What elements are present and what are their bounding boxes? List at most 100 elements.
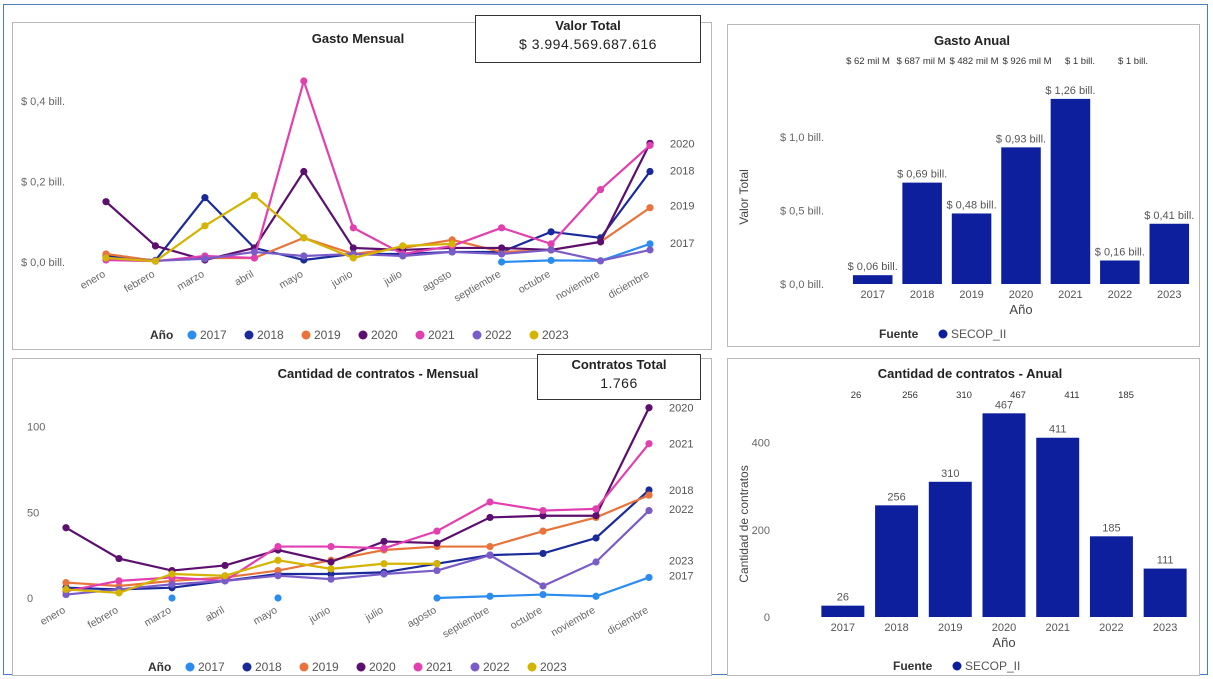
x-tick-label: febrero bbox=[122, 268, 157, 295]
y-axis-label: Valor Total bbox=[737, 169, 751, 225]
data-point-2021 bbox=[498, 224, 506, 232]
data-point-2022 bbox=[250, 248, 258, 256]
data-point-2017 bbox=[646, 240, 654, 248]
x-tick-label: septiembre bbox=[452, 268, 503, 304]
series-line-2022 bbox=[105, 248, 651, 262]
x-tick-label: abril bbox=[233, 268, 256, 288]
data-point-2022 bbox=[645, 506, 653, 515]
data-point-2023 bbox=[102, 254, 110, 262]
legend-item-2022: 2022 bbox=[483, 660, 510, 674]
bar-data-label: 256 bbox=[887, 491, 905, 503]
data-point-2018 bbox=[592, 534, 600, 542]
bar-data-label: $ 0,06 bill. bbox=[848, 261, 898, 273]
panel-contratos-anual: Cantidad de contratos - Anual 26 256 310 467… bbox=[727, 358, 1200, 676]
legend-title: Año bbox=[150, 328, 173, 342]
bar-data-label: 411 bbox=[1049, 424, 1067, 436]
series-line-2023 bbox=[105, 194, 453, 263]
data-point-2021 bbox=[349, 224, 357, 232]
bar-2023 bbox=[1143, 568, 1187, 617]
data-point-2019 bbox=[646, 204, 654, 212]
legend-item-2018: 2018 bbox=[257, 328, 284, 342]
legend-item-2019: 2019 bbox=[312, 660, 339, 674]
data-point-2021 bbox=[250, 254, 258, 262]
bar-2020 bbox=[982, 413, 1026, 617]
legend-item-2021: 2021 bbox=[426, 660, 453, 674]
bar-data-label: $ 0,41 bill. bbox=[1144, 210, 1194, 222]
bar-data-label: 26 bbox=[837, 592, 849, 604]
series-line-2018 bbox=[65, 489, 650, 591]
bar-data-label: $ 0,48 bill. bbox=[946, 199, 996, 211]
x-tick-label: enero bbox=[38, 604, 67, 628]
legend-item-2023: 2023 bbox=[542, 328, 569, 342]
series-line-2019 bbox=[65, 494, 650, 588]
top-total-label: $ 482 mil M bbox=[949, 56, 998, 67]
x-axis-label: Año bbox=[992, 635, 1015, 650]
data-point-2023 bbox=[300, 234, 308, 242]
x-tick-label: julio bbox=[362, 604, 385, 624]
y-tick-label: 200 bbox=[752, 525, 770, 537]
bar-data-label: 111 bbox=[1157, 555, 1174, 567]
legend-item: SECOP_II bbox=[965, 659, 1020, 673]
data-point-2019 bbox=[486, 542, 494, 551]
legend-marker-2021 bbox=[415, 330, 425, 340]
chart-contratos-mensual: Cantidad de contratos - Mensual 100 50 0 ene… bbox=[27, 366, 693, 674]
data-point-2020 bbox=[102, 198, 110, 206]
data-point-2018 bbox=[646, 167, 654, 176]
series-end-label: 2017 bbox=[669, 571, 693, 583]
legend-marker-2019 bbox=[301, 330, 311, 340]
series-end-label: 2020 bbox=[669, 403, 693, 415]
x-tick-label: noviembre bbox=[549, 604, 598, 639]
data-point-2023 bbox=[327, 565, 335, 573]
chart-title: Gasto Anual bbox=[934, 33, 1010, 48]
legend-marker-2018 bbox=[244, 330, 254, 340]
top-total-label: 467 bbox=[1010, 390, 1026, 401]
x-tick-label: 2020 bbox=[992, 622, 1016, 634]
data-point-2018 bbox=[547, 228, 555, 236]
data-point-2020 bbox=[592, 512, 600, 520]
bar-2021 bbox=[1036, 437, 1080, 617]
data-point-2018 bbox=[327, 570, 335, 578]
top-total-label: $ 1 bill. bbox=[1065, 56, 1095, 67]
data-point-2020 bbox=[539, 512, 547, 520]
x-tick-label: agosto bbox=[405, 604, 438, 630]
data-point-2017 bbox=[274, 594, 282, 602]
x-tick-label: noviembre bbox=[554, 268, 603, 303]
x-tick-label: agosto bbox=[420, 268, 453, 294]
data-point-2022 bbox=[274, 572, 282, 580]
kpi-contratos-total: Contratos Total 1.766 bbox=[537, 354, 701, 400]
data-point-2022 bbox=[592, 558, 600, 566]
x-tick-label: diciembre bbox=[606, 268, 652, 301]
data-point-2022 bbox=[221, 577, 229, 585]
bar-2018 bbox=[875, 505, 919, 617]
series-line-2020 bbox=[65, 407, 650, 572]
legend-title: Año bbox=[148, 660, 171, 674]
legend-marker-2018 bbox=[242, 662, 252, 672]
bar-2018 bbox=[902, 182, 942, 284]
top-total-label: 310 bbox=[956, 390, 972, 401]
data-point-2023 bbox=[201, 222, 209, 230]
legend-marker-2020 bbox=[358, 330, 368, 340]
data-point-2022 bbox=[380, 570, 388, 578]
x-tick-label: febrero bbox=[86, 604, 121, 631]
legend-marker-2022 bbox=[472, 330, 482, 340]
series-line-2017 bbox=[501, 242, 651, 264]
y-tick-label: $ 1,0 bill. bbox=[780, 132, 824, 144]
series-end-label: 2018 bbox=[670, 165, 694, 177]
x-tick-label: 2019 bbox=[959, 289, 983, 301]
series-line-2020 bbox=[105, 142, 651, 262]
legend-item-2020: 2020 bbox=[371, 328, 398, 342]
legend-item-2021: 2021 bbox=[428, 328, 455, 342]
legend-marker-2023 bbox=[527, 662, 537, 672]
y-tick-label: $ 0,5 bill. bbox=[780, 206, 824, 218]
data-point-2021 bbox=[596, 186, 605, 194]
data-point-2023 bbox=[433, 560, 441, 568]
data-point-2022 bbox=[547, 246, 555, 254]
data-point-2023 bbox=[62, 585, 70, 594]
x-axis-label: Año bbox=[1009, 302, 1032, 317]
data-point-2021 bbox=[300, 77, 308, 85]
data-point-2022 bbox=[399, 252, 407, 260]
legend-title: Fuente bbox=[893, 659, 933, 673]
data-point-2022 bbox=[62, 590, 70, 599]
y-tick-label: 400 bbox=[752, 438, 770, 450]
kpi-valor-total: Valor Total $ 3.994.569.687.616 bbox=[475, 15, 701, 63]
